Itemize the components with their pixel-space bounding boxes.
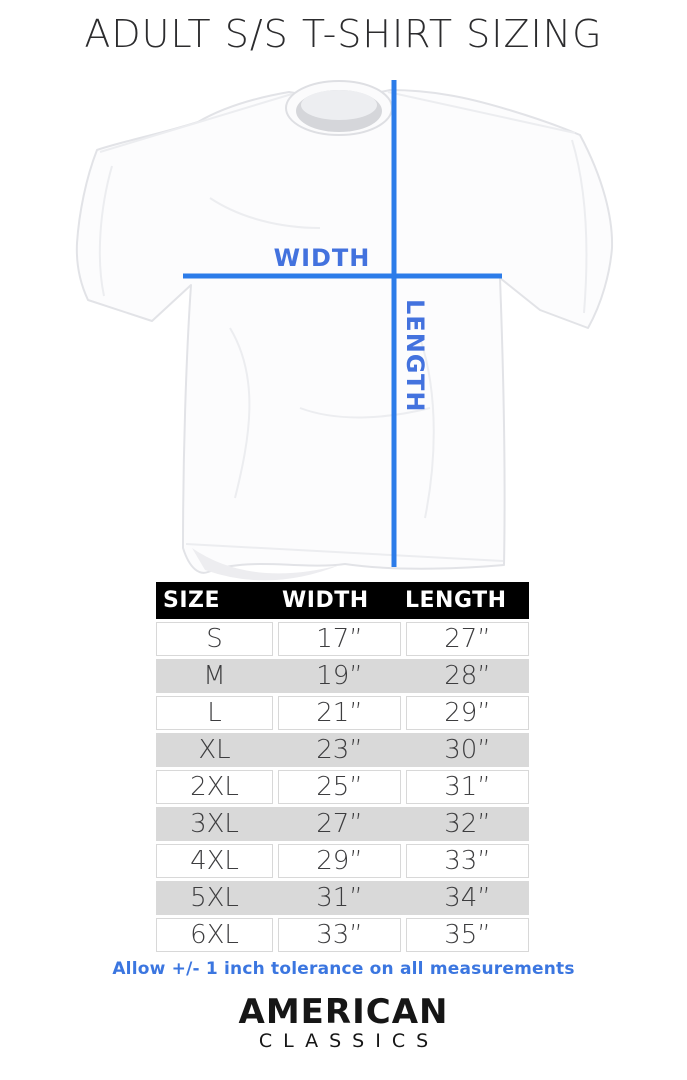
width-cell: 17” <box>278 622 401 656</box>
size-cell: M <box>203 661 226 691</box>
tshirt-measurement-diagram: WIDTH LENGTH <box>0 78 687 582</box>
brand-logo: AMERICAN CLASSICS <box>0 995 687 1051</box>
length-cell: 32” <box>444 809 491 839</box>
width-label: WIDTH <box>273 244 371 272</box>
size-cell: 4XL <box>156 844 273 878</box>
length-cell: 34” <box>444 883 491 913</box>
size-chart-table: SIZE WIDTH LENGTH S 17” 27” M 19” 28” L … <box>156 582 529 952</box>
header-width: WIDTH <box>282 588 369 613</box>
tolerance-note: Allow +/- 1 inch tolerance on all measur… <box>112 959 575 979</box>
length-cell: 33” <box>406 844 529 878</box>
size-cell: S <box>156 622 273 656</box>
length-cell: 27” <box>406 622 529 656</box>
table-row: 5XL 31” 34” <box>156 881 529 915</box>
size-cell: L <box>156 696 273 730</box>
table-row: 2XL 25” 31” <box>156 770 529 804</box>
width-cell: 31” <box>316 883 363 913</box>
header-size: SIZE <box>163 588 221 613</box>
table-row: 4XL 29” 33” <box>156 844 529 878</box>
size-cell: XL <box>198 735 231 765</box>
table-header: SIZE WIDTH LENGTH <box>156 582 529 619</box>
length-cell: 30” <box>444 735 491 765</box>
length-cell: 35” <box>406 918 529 952</box>
length-cell: 29” <box>406 696 529 730</box>
tshirt-graphic <box>75 80 614 581</box>
table-row: 6XL 33” 35” <box>156 918 529 952</box>
width-cell: 23” <box>316 735 363 765</box>
width-cell: 21” <box>278 696 401 730</box>
width-cell: 19” <box>316 661 363 691</box>
width-cell: 27” <box>316 809 363 839</box>
page-title: ADULT S/S T-SHIRT SIZING <box>84 12 603 56</box>
width-cell: 29” <box>278 844 401 878</box>
collar <box>285 80 393 136</box>
table-row: XL 23” 30” <box>156 733 529 767</box>
length-cell: 31” <box>406 770 529 804</box>
table-row: M 19” 28” <box>156 659 529 693</box>
table-row: L 21” 29” <box>156 696 529 730</box>
size-cell: 2XL <box>156 770 273 804</box>
hem-fold <box>192 548 340 581</box>
header-length: LENGTH <box>405 588 507 613</box>
fabric-wrinkles <box>98 91 588 562</box>
size-cell: 6XL <box>156 918 273 952</box>
size-cell: 5XL <box>190 883 239 913</box>
brand-name-top: AMERICAN <box>238 992 449 1032</box>
length-cell: 28” <box>444 661 491 691</box>
brand-name-bottom: CLASSICS <box>258 1030 440 1052</box>
size-cell: 3XL <box>190 809 239 839</box>
width-cell: 25” <box>278 770 401 804</box>
table-row: S 17” 27” <box>156 622 529 656</box>
length-label: LENGTH <box>401 299 429 413</box>
tshirt-body <box>75 89 614 574</box>
table-row: 3XL 27” 32” <box>156 807 529 841</box>
width-cell: 33” <box>278 918 401 952</box>
